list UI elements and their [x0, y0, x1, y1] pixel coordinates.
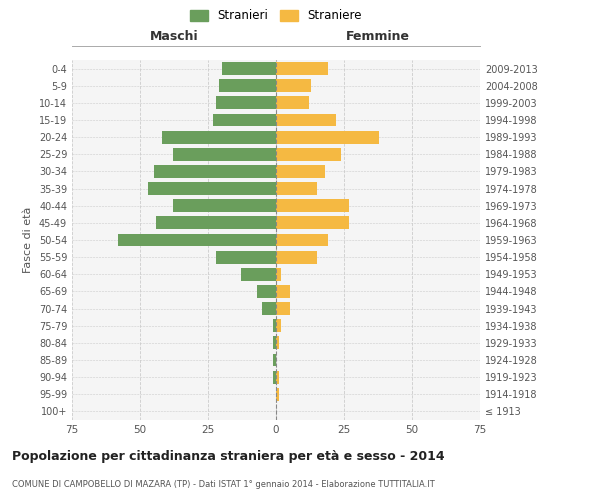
Bar	[276, 165, 325, 178]
Bar	[276, 130, 379, 143]
Bar	[276, 250, 317, 264]
Bar	[276, 182, 317, 195]
Bar	[276, 80, 311, 92]
Bar	[273, 354, 276, 366]
Bar	[241, 268, 276, 280]
Bar	[276, 148, 341, 160]
Bar	[221, 62, 276, 75]
Bar	[154, 165, 276, 178]
Bar	[219, 80, 276, 92]
Bar	[276, 216, 349, 230]
Bar	[276, 200, 349, 212]
Bar	[276, 302, 290, 315]
Bar	[118, 234, 276, 246]
Bar	[157, 216, 276, 230]
Text: Femmine: Femmine	[346, 30, 410, 43]
Bar	[173, 148, 276, 160]
Bar	[216, 96, 276, 110]
Text: Popolazione per cittadinanza straniera per età e sesso - 2014: Popolazione per cittadinanza straniera p…	[12, 450, 445, 463]
Bar	[276, 62, 328, 75]
Bar	[276, 96, 308, 110]
Bar	[214, 114, 276, 126]
Bar	[162, 130, 276, 143]
Bar	[273, 336, 276, 349]
Bar	[276, 336, 279, 349]
Bar	[273, 370, 276, 384]
Text: COMUNE DI CAMPOBELLO DI MAZARA (TP) - Dati ISTAT 1° gennaio 2014 - Elaborazione : COMUNE DI CAMPOBELLO DI MAZARA (TP) - Da…	[12, 480, 435, 489]
Bar	[173, 200, 276, 212]
Bar	[276, 268, 281, 280]
Bar	[276, 388, 279, 400]
Bar	[276, 370, 279, 384]
Legend: Stranieri, Straniere: Stranieri, Straniere	[185, 4, 367, 27]
Bar	[148, 182, 276, 195]
Text: Maschi: Maschi	[149, 30, 199, 43]
Bar	[273, 320, 276, 332]
Y-axis label: Fasce di età: Fasce di età	[23, 207, 33, 273]
Bar	[262, 302, 276, 315]
Bar	[276, 114, 336, 126]
Bar	[257, 285, 276, 298]
Bar	[276, 234, 328, 246]
Bar	[216, 250, 276, 264]
Bar	[276, 285, 290, 298]
Bar	[276, 320, 281, 332]
